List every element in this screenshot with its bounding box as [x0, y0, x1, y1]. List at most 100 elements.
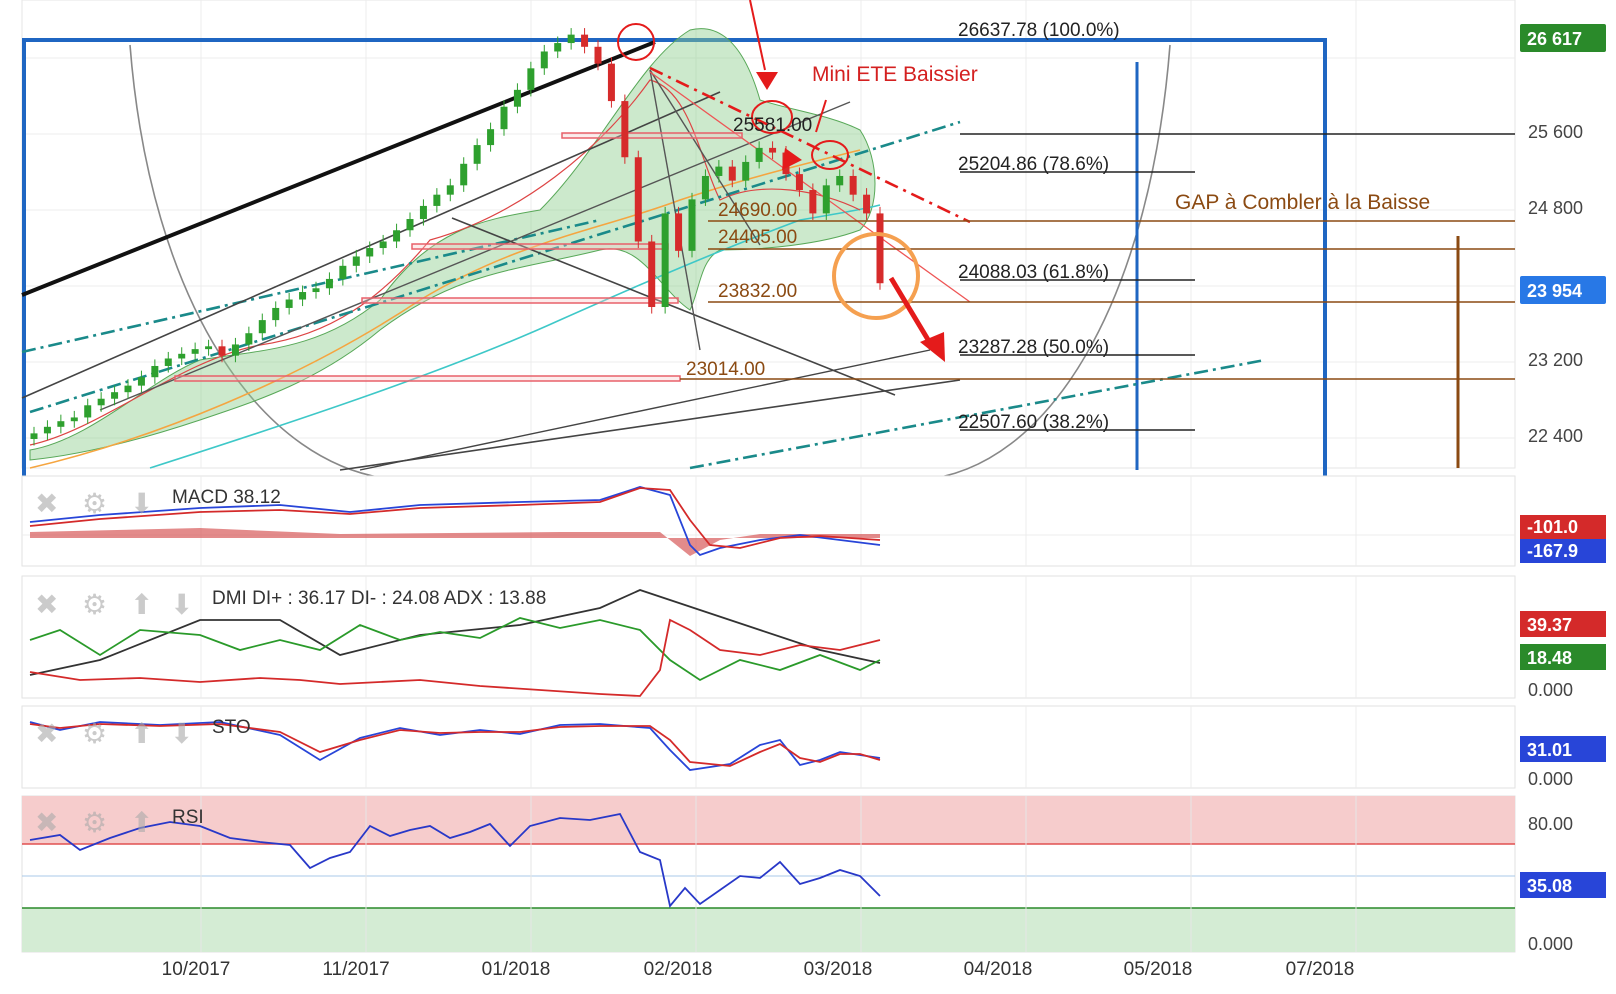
candle-body: [231, 344, 239, 356]
arrow-up-icon[interactable]: ⬆: [130, 717, 153, 750]
gear-icon[interactable]: ⚙: [82, 717, 107, 750]
signal-line: [29, 487, 881, 549]
candle-body: [366, 248, 374, 257]
arrow-up-icon[interactable]: ⬆: [130, 806, 153, 839]
candle-body: [312, 288, 320, 293]
top-circle: [617, 23, 655, 61]
gap-annotation: GAP à Combler à la Baisse: [1175, 191, 1430, 214]
candle-body: [675, 213, 683, 251]
close-icon[interactable]: ✖: [35, 806, 58, 839]
dmi-tag-b: [1520, 644, 1606, 670]
candle-body: [419, 205, 427, 220]
pattern-annotation: Mini ETE Baissier: [812, 63, 978, 86]
rsi-tag: [1520, 872, 1606, 898]
svg-text:26637.78 (100.0%): 26637.78 (100.0%): [958, 20, 1120, 41]
macd-panel: ✖ ⚙ ⬇ MACD 38.12 -101.0 -167.9: [21, 475, 1616, 567]
price-gridlines: [22, 0, 1515, 468]
x-axis: 10/2017 11/2017 01/2018 02/2018 03/2018 04/20…: [162, 959, 1355, 980]
candle-body: [795, 174, 803, 191]
rsi-overbought-zone: [22, 796, 1515, 844]
fib-500-pct: (50.0%): [1043, 337, 1110, 358]
candle-body: [688, 199, 696, 251]
svg-text:22507.60 (38.2%): 22507.60 (38.2%): [958, 412, 1109, 433]
arrow-down-icon[interactable]: ⬇: [170, 588, 193, 621]
ma-cyan: [149, 204, 881, 469]
candle-body: [258, 320, 266, 334]
candle-body: [863, 194, 871, 214]
candle-body: [849, 175, 857, 195]
candle-body: [634, 157, 642, 242]
candle-body: [621, 101, 629, 158]
close-icon[interactable]: ✖: [35, 717, 58, 750]
close-icon[interactable]: ✖: [35, 487, 58, 520]
arrow-down-icon[interactable]: ⬇: [170, 717, 193, 750]
candle-body: [473, 145, 481, 164]
close-icon[interactable]: ✖: [35, 588, 58, 621]
candle-body: [769, 147, 777, 153]
svg-text:DMI DI+ : 36.17 DI- : 24.08 A: DMI DI+ : 36.17 DI- : 24.08 ADX : 13.88: [212, 588, 546, 609]
fib-382-value: 22507.60: [958, 412, 1037, 433]
gear-icon[interactable]: ⚙: [82, 588, 107, 621]
dmi-panel: ✖ ⚙ ⬆ ⬇ DMI DI+ : 36.17 DI- : 24.08 ADX …: [21, 575, 1616, 700]
candle-body: [379, 241, 387, 249]
candle-body: [607, 63, 615, 102]
rsi-line: [29, 812, 881, 908]
candle-body: [205, 346, 213, 350]
x-tick-label: 05/2018: [1124, 959, 1193, 980]
gear-icon[interactable]: ⚙: [82, 487, 107, 520]
gear-icon[interactable]: ⚙: [82, 806, 107, 839]
candle-body: [325, 278, 333, 289]
arrow-up-icon[interactable]: ⬆: [130, 588, 153, 621]
candle-body: [728, 166, 736, 181]
axis-23200: 23 200: [1528, 350, 1583, 370]
candle-body: [43, 426, 51, 434]
candle-body: [715, 166, 723, 176]
fib-100-value: 26637.78: [958, 20, 1037, 41]
candle-body: [527, 68, 535, 90]
x-tick-label: 03/2018: [804, 959, 873, 980]
macd-line: [29, 486, 881, 557]
candle-body: [701, 175, 709, 200]
level-23832: 23832.00: [718, 281, 797, 302]
fib-382-pct: (38.2%): [1043, 412, 1110, 433]
candle-body: [191, 349, 199, 354]
arrow-down-icon[interactable]: ⬇: [130, 487, 153, 520]
high-tag-text: 26 617: [1527, 29, 1582, 49]
dmi-tag-a: [1520, 611, 1606, 637]
candle-body: [460, 163, 468, 186]
candle-body: [30, 433, 38, 439]
candle-body: [648, 241, 656, 308]
candle-body: [446, 185, 454, 195]
candle-body: [742, 161, 750, 181]
macd-tag-a-text: -101.0: [1527, 517, 1578, 537]
fib-500-value: 23287.28: [958, 337, 1037, 358]
candle-body: [97, 398, 105, 406]
sto-tag-text: 31.01: [1527, 740, 1572, 760]
macd-label: MACD: [172, 487, 228, 508]
candle-body: [755, 147, 763, 162]
candle-body: [151, 365, 159, 378]
candle-body: [218, 346, 226, 356]
level-25581: 25581.00: [733, 115, 812, 136]
level-24405: 24405.00: [718, 227, 797, 248]
adx-line: [29, 589, 881, 676]
dmi-axis-zero: 0.000: [1528, 680, 1573, 700]
candle-body: [245, 333, 253, 345]
sto-label: STO: [212, 717, 251, 738]
candle-body: [57, 421, 65, 427]
sto-tag: [1520, 736, 1606, 762]
candle-body: [352, 256, 360, 266]
fib-786-pct: (78.6%): [1043, 154, 1110, 175]
candles: [30, 28, 884, 446]
fib-618-pct: (61.8%): [1043, 262, 1110, 283]
svg-text:MACD 38.12: MACD 38.12: [172, 487, 281, 508]
candle-body: [84, 405, 92, 418]
candle-body: [164, 358, 172, 366]
candle-body: [137, 377, 145, 386]
dmi-label: DMI: [212, 588, 247, 609]
x-tick-label: 10/2017: [162, 959, 231, 980]
sto-axis-zero: 0.000: [1528, 769, 1573, 789]
candle-body: [567, 34, 575, 44]
last-tag-text: 23 954: [1527, 281, 1582, 301]
